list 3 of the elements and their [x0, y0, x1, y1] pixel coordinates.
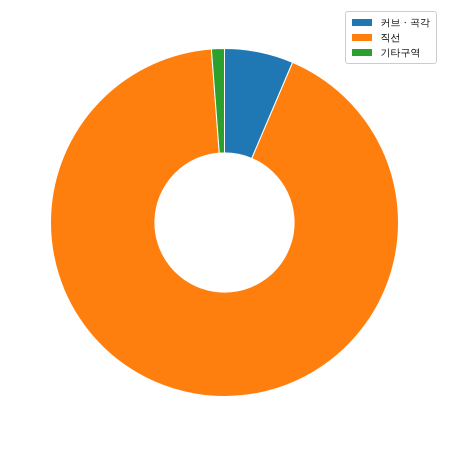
- legend-label: 기타구역: [380, 46, 420, 60]
- legend-label: 커브 · 곡각: [380, 16, 430, 30]
- legend-label: 직선: [380, 32, 400, 44]
